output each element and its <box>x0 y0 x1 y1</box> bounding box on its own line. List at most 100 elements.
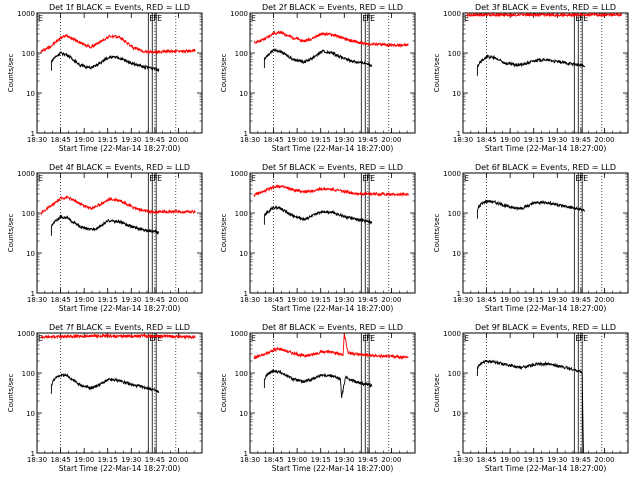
flag-label: F <box>579 14 584 23</box>
lld-series-line <box>40 194 196 216</box>
plot-frame <box>249 12 416 134</box>
left-flag-label: E <box>38 14 43 23</box>
flag-label: E <box>157 14 162 23</box>
x-tick-label: 18:30 <box>240 296 260 304</box>
x-tick-label: 19:00 <box>500 136 520 144</box>
x-tick-label: 19:15 <box>98 136 118 144</box>
x-tick-label: 19:45 <box>145 136 165 144</box>
plot-frame <box>36 332 203 454</box>
chart-panel-7: Det 7f BLACK = Events, RED = LLD 1 10 100 10… <box>7 323 203 473</box>
x-tick-label: 18:30 <box>453 456 473 464</box>
x-tick-label: 19:45 <box>358 296 378 304</box>
lld-series-line <box>40 33 196 55</box>
chart-title: Det 4f BLACK = Events, RED = LLD <box>49 163 190 172</box>
x-tick-label: 19:45 <box>571 296 591 304</box>
chart-title: Det 3f BLACK = Events, RED = LLD <box>475 3 616 12</box>
x-tick-label: 19:00 <box>74 456 94 464</box>
x-tick-label: 19:15 <box>311 136 331 144</box>
y-tick-label: 1 <box>31 450 35 458</box>
y-tick-label: 100 <box>448 210 461 218</box>
y-tick-label: 100 <box>22 50 35 58</box>
x-tick-label: 19:15 <box>524 456 544 464</box>
y-tick-label: 1000 <box>443 10 461 18</box>
y-axis-label: Counts/sec <box>220 374 228 413</box>
x-axis-label: Start Time (22-Mar-14 18:27:00) <box>59 304 181 313</box>
x-tick-label: 18:30 <box>27 136 47 144</box>
chart-title: Det 8f BLACK = Events, RED = LLD <box>262 323 403 332</box>
plot-frame <box>36 172 203 294</box>
y-axis-label: Counts/sec <box>433 374 441 413</box>
y-tick-label: 100 <box>235 50 248 58</box>
chart-panel-2: Det 2f BLACK = Events, RED = LLD 1 10 100 10… <box>220 3 416 153</box>
lld-series-line <box>253 30 409 49</box>
y-tick-label: 1 <box>244 450 248 458</box>
chart-panel-5: Det 5f BLACK = Events, RED = LLD 1 10 100 10… <box>220 163 416 313</box>
x-tick-label: 19:15 <box>524 136 544 144</box>
x-axis-label: Start Time (22-Mar-14 18:27:00) <box>272 464 394 473</box>
x-tick-label: 19:15 <box>311 296 331 304</box>
x-tick-label: 20:00 <box>168 296 188 304</box>
x-tick-label: 19:45 <box>571 456 591 464</box>
y-tick-label: 100 <box>448 50 461 58</box>
x-axis-label: Start Time (22-Mar-14 18:27:00) <box>59 464 181 473</box>
y-tick-label: 10 <box>239 250 248 258</box>
events-series-line <box>263 47 373 69</box>
left-flag-label: E <box>251 334 256 343</box>
x-tick-label: 18:45 <box>50 296 70 304</box>
flag-label: E <box>157 174 162 183</box>
y-tick-label: 1000 <box>17 10 35 18</box>
x-tick-label: 20:00 <box>594 136 614 144</box>
y-tick-label: 100 <box>235 210 248 218</box>
y-tick-label: 10 <box>26 250 35 258</box>
y-tick-label: 100 <box>448 370 461 378</box>
x-tick-label: 19:00 <box>287 456 307 464</box>
x-tick-label: 19:15 <box>524 296 544 304</box>
y-tick-label: 1 <box>244 130 248 138</box>
x-tick-label: 18:30 <box>27 296 47 304</box>
y-tick-label: 1 <box>31 290 35 298</box>
x-tick-label: 18:30 <box>240 136 260 144</box>
plot-frame <box>462 172 629 294</box>
flag-label: E <box>370 174 375 183</box>
chart-title: Det 2f BLACK = Events, RED = LLD <box>262 3 403 12</box>
y-tick-label: 10 <box>452 90 461 98</box>
y-tick-label: 1 <box>244 290 248 298</box>
x-tick-label: 19:00 <box>500 456 520 464</box>
y-tick-label: 1 <box>457 130 461 138</box>
chart-title: Det 1f BLACK = Events, RED = LLD <box>49 3 190 12</box>
x-tick-label: 19:30 <box>121 136 141 144</box>
x-tick-label: 20:00 <box>381 136 401 144</box>
y-tick-label: 10 <box>239 90 248 98</box>
events-series-line <box>50 373 160 394</box>
x-tick-label: 19:15 <box>98 296 118 304</box>
x-tick-label: 18:45 <box>263 296 283 304</box>
x-tick-label: 20:00 <box>594 296 614 304</box>
x-tick-label: 18:45 <box>50 136 70 144</box>
x-tick-label: 20:00 <box>381 296 401 304</box>
y-tick-label: 100 <box>235 370 248 378</box>
plot-frame <box>462 332 629 454</box>
left-flag-label: E <box>38 174 43 183</box>
x-axis-label: Start Time (22-Mar-14 18:27:00) <box>59 144 181 153</box>
y-tick-label: 10 <box>452 250 461 258</box>
flag-label: F <box>153 334 158 343</box>
lld-series-line <box>253 333 409 360</box>
x-tick-label: 19:45 <box>145 456 165 464</box>
flag-label: E <box>583 14 588 23</box>
plot-frame <box>462 12 629 134</box>
flag-label: E <box>583 334 588 343</box>
y-tick-label: 10 <box>26 90 35 98</box>
flag-label: F <box>153 174 158 183</box>
x-tick-label: 19:00 <box>287 296 307 304</box>
y-tick-label: 1000 <box>230 330 248 338</box>
x-tick-label: 19:00 <box>500 296 520 304</box>
x-tick-label: 18:45 <box>476 456 496 464</box>
x-tick-label: 18:45 <box>50 456 70 464</box>
x-tick-label: 20:00 <box>168 136 188 144</box>
y-tick-label: 1000 <box>443 330 461 338</box>
y-axis-label: Counts/sec <box>7 54 15 93</box>
chart-panel-4: Det 4f BLACK = Events, RED = LLD 1 10 100 10… <box>7 163 203 313</box>
flag-label: F <box>366 334 371 343</box>
x-tick-label: 19:30 <box>547 296 567 304</box>
flag-label: F <box>366 174 371 183</box>
